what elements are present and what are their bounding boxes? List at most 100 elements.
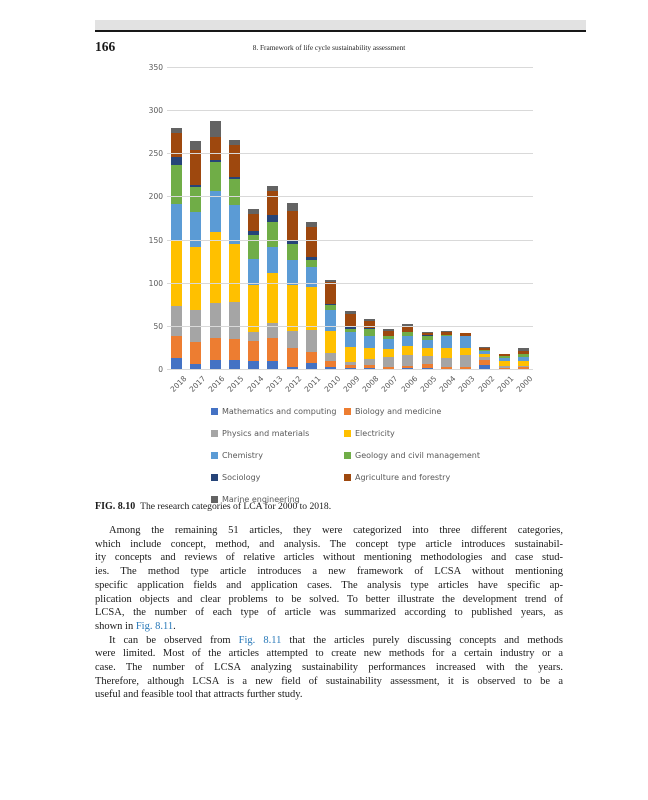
bar-segment <box>460 367 472 370</box>
text-segment: . <box>173 620 176 632</box>
bar-segment <box>171 132 183 157</box>
text-segment: LCSA, the number of each type of article… <box>95 607 563 619</box>
bar-segment <box>209 137 221 161</box>
bar-segment <box>517 354 529 358</box>
bar-segment <box>498 360 510 366</box>
bar-segment <box>363 358 375 365</box>
bar-segment <box>305 267 317 288</box>
text-segment: ies. The method type article introduces … <box>95 566 563 578</box>
bar-segment <box>286 331 298 349</box>
gridline <box>167 67 533 68</box>
bar-segment <box>344 328 356 333</box>
bar-segment <box>267 322 279 339</box>
text-segment: useful and feasible tool that attracts f… <box>95 689 303 701</box>
bar-segment <box>479 357 491 360</box>
bar-segment <box>479 350 491 352</box>
bar-slot <box>283 68 302 370</box>
gridline <box>167 325 533 327</box>
text-line: specific application fields and applicat… <box>95 579 563 593</box>
bar-segment <box>248 284 260 333</box>
bar-segment <box>228 139 240 145</box>
text-segment: shown in <box>95 620 136 632</box>
bar-segment <box>421 363 433 369</box>
x-tick-label: 2010 <box>322 374 343 394</box>
text-segment: ity concepts and reviews of relative art… <box>95 552 563 564</box>
bar-segment <box>171 128 183 133</box>
text-line: It can be observed from Fig. 8.11 that t… <box>95 634 563 648</box>
bar-segment <box>190 212 202 247</box>
bar-segment <box>402 365 414 369</box>
bar-slot <box>321 68 340 370</box>
bar-segment <box>517 357 529 361</box>
y-tick-label: 50 <box>153 321 163 331</box>
stacked-bar-2012 <box>286 68 298 370</box>
bar-segment <box>325 280 337 282</box>
x-tick-label: 2009 <box>341 374 362 394</box>
fig-8-11-link[interactable]: Fig. 8.11 <box>135 620 174 632</box>
bar-segment <box>228 179 240 206</box>
stacked-bar-2014 <box>248 68 260 370</box>
bar-segment <box>228 144 240 177</box>
stacked-bar-2018 <box>171 68 183 370</box>
bar-slot <box>456 68 475 370</box>
bar-segment <box>363 336 375 348</box>
bar-segment <box>228 338 240 360</box>
bar-segment <box>209 162 221 192</box>
bar-segment <box>305 330 317 352</box>
bar-slot <box>263 68 282 370</box>
legend-label: Marine engineering <box>222 495 300 504</box>
legend-swatch-icon <box>211 474 218 481</box>
bar-segment <box>190 150 202 185</box>
bar-segment <box>383 349 395 358</box>
bar-segment <box>383 331 395 336</box>
bar-segment <box>402 335 414 346</box>
bar-segment <box>171 357 183 370</box>
bar-slot <box>475 68 494 370</box>
legend-item-electricity: Electricity <box>344 429 514 438</box>
fig-8-11-link[interactable]: Fig. 8.11 <box>238 634 282 646</box>
bar-segment <box>440 336 452 349</box>
bar-segment <box>498 357 510 361</box>
text-line: ies. The method type article introduces … <box>95 565 563 579</box>
bar-segment <box>171 336 183 358</box>
bar-segment <box>190 309 202 342</box>
legend-item-mathematics-and-computing: Mathematics and computing <box>211 407 344 416</box>
x-tick-label: 2015 <box>225 374 246 394</box>
text-line: ity concepts and reviews of relative art… <box>95 551 563 565</box>
stacked-bar-2000 <box>517 68 529 370</box>
bar-slot <box>302 68 321 370</box>
legend-swatch-icon <box>344 452 351 459</box>
bar-segment <box>228 301 240 339</box>
bar-segment <box>248 208 260 214</box>
bar-slot <box>398 68 417 370</box>
bar-segment <box>228 176 240 180</box>
legend-item-marine-engineering: Marine engineering <box>211 495 344 504</box>
running-head: 8. Framework of life cycle sustainabilit… <box>252 43 406 52</box>
bar-segment <box>344 313 356 326</box>
bar-segment <box>171 204 183 242</box>
bar-segment <box>267 190 279 215</box>
bar-segment <box>460 355 472 368</box>
bar-segment <box>421 356 433 364</box>
bar-segment <box>190 363 202 370</box>
text-segment: Among the remaining 51 articles, they we… <box>109 525 563 536</box>
x-tick-label: 2005 <box>418 374 439 394</box>
bar-segment <box>228 205 240 245</box>
legend-item-chemistry: Chemistry <box>211 451 344 460</box>
bar-segment <box>460 347 472 356</box>
bar-segment <box>286 348 298 368</box>
bar-segment <box>421 347 433 357</box>
bar-segment <box>363 320 375 328</box>
bar-segment <box>363 364 375 369</box>
bar-segment <box>325 303 337 306</box>
bar-segment <box>305 222 317 227</box>
legend-swatch-icon <box>211 408 218 415</box>
bar-segment <box>383 338 395 350</box>
bar-segment <box>440 348 452 358</box>
figure-8-10-chart: 0 50 100 150 200 250 300 350 2018 2017 2016 2015 20… <box>130 60 540 405</box>
bar-segment <box>305 351 317 364</box>
bar-segment <box>325 305 337 310</box>
bar-segment <box>209 191 221 232</box>
plot-area <box>167 67 533 370</box>
bar-segment <box>325 360 337 368</box>
